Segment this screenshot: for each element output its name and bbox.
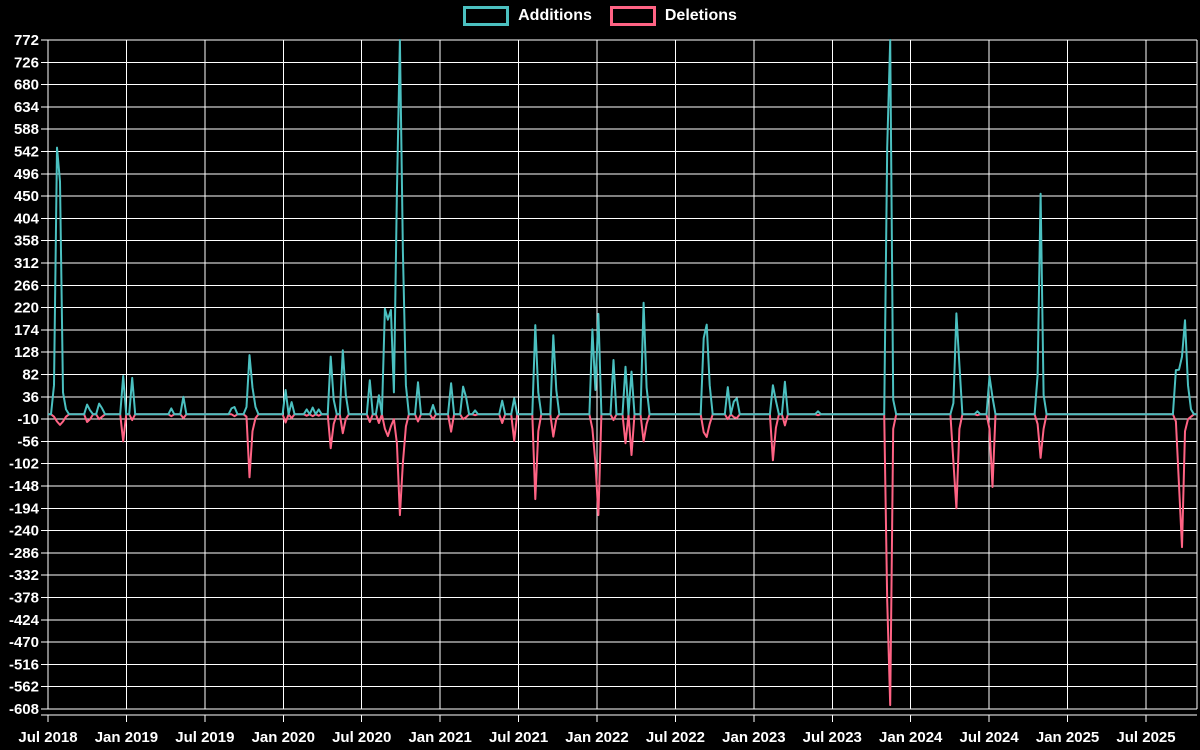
x-axis-tick-label: Jan 2020	[252, 729, 315, 746]
y-axis-tick-label: -148	[9, 478, 39, 495]
x-axis-tick-label: Jul 2019	[175, 729, 234, 746]
deletions-series-line	[48, 413, 1197, 707]
y-axis-tick-label: -378	[9, 590, 39, 607]
y-axis-tick-label: -332	[9, 567, 39, 584]
y-axis-tick-label: 82	[22, 367, 39, 384]
x-axis-tick-label: Jul 2025	[1116, 729, 1175, 746]
y-axis-tick-label: -608	[9, 701, 39, 718]
y-axis-tick-label: -516	[9, 656, 39, 673]
y-axis-tick-label: -194	[9, 500, 40, 517]
x-axis-tick-label: Jan 2025	[1036, 729, 1099, 746]
chart-legend: Additions Deletions	[0, 6, 1200, 26]
x-axis-tick-label: Jul 2020	[332, 729, 391, 746]
y-axis-tick-label: -562	[9, 679, 39, 696]
x-axis-tick-label: Jan 2024	[879, 729, 943, 746]
y-axis-tick-label: 36	[22, 389, 39, 406]
y-axis-tick-label: -10	[17, 411, 39, 428]
x-axis-tick-label: Jul 2023	[803, 729, 862, 746]
y-axis-tick-label: -240	[9, 523, 39, 540]
y-axis-tick-label: 174	[14, 322, 40, 339]
legend-swatch-additions-icon	[463, 6, 510, 26]
y-axis-tick-label: 220	[14, 300, 39, 317]
x-axis-tick-label: Jan 2023	[722, 729, 785, 746]
legend-swatch-deletions-icon	[609, 6, 656, 26]
y-axis-tick-label: 542	[14, 144, 39, 161]
x-axis-tick-label: Jul 2018	[18, 729, 77, 746]
y-axis-tick-label: -102	[9, 456, 39, 473]
y-axis-tick-label: 726	[14, 54, 39, 71]
y-axis-tick-label: 772	[14, 32, 39, 49]
y-axis-tick-label: 588	[14, 121, 39, 138]
y-axis-tick-label: -424	[9, 612, 40, 629]
y-axis-tick-label: -286	[9, 545, 39, 562]
y-axis-tick-label: 266	[14, 277, 39, 294]
x-axis-tick-label: Jan 2022	[565, 729, 628, 746]
x-axis-tick-label: Jan 2019	[95, 729, 158, 746]
legend-label-additions: Additions	[518, 7, 592, 24]
y-axis-tick-label: 496	[14, 166, 39, 183]
additions-series-line	[48, 39, 1197, 416]
legend-item-additions[interactable]: Additions	[463, 6, 592, 26]
y-axis-tick-label: 450	[14, 188, 39, 205]
y-axis-tick-label: -470	[9, 634, 39, 651]
x-axis-tick-label: Jul 2024	[960, 729, 1020, 746]
x-axis-tick-label: Jul 2021	[489, 729, 548, 746]
y-axis-tick-label: -56	[17, 433, 39, 450]
legend-item-deletions[interactable]: Deletions	[609, 6, 737, 26]
y-axis-tick-label: 312	[14, 255, 39, 272]
legend-label-deletions: Deletions	[664, 7, 737, 24]
y-axis-tick-label: 634	[14, 99, 40, 116]
y-axis-tick-label: 680	[14, 77, 39, 94]
x-axis-tick-label: Jan 2021	[408, 729, 471, 746]
y-axis-tick-label: 404	[14, 210, 40, 227]
y-axis-tick-label: 358	[14, 233, 39, 250]
x-axis-tick-label: Jul 2022	[646, 729, 705, 746]
y-axis-tick-label: 128	[14, 344, 39, 361]
